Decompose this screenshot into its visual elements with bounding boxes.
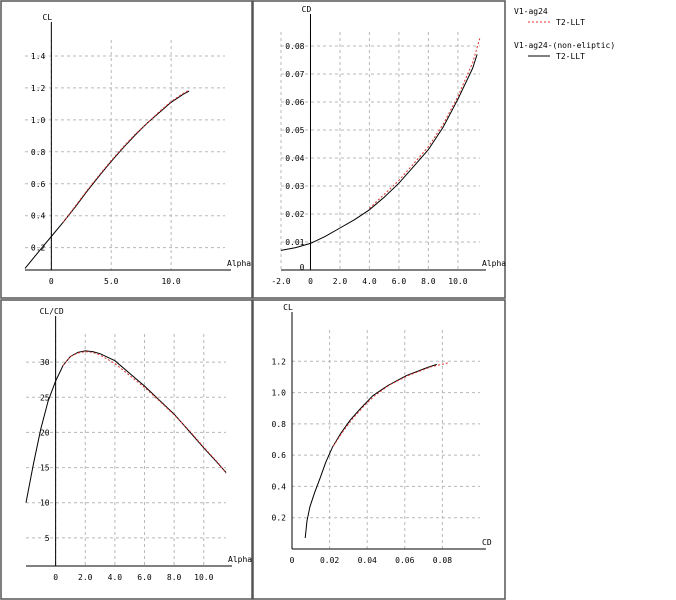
x-tick-label: 10.0 [194, 573, 213, 582]
y-tick-label: 0.08 [285, 42, 304, 51]
panel-frame [0, 299, 253, 600]
legend-group-1-entry: T2-LLT [556, 18, 585, 27]
legend-group-1-title: V1-ag24 [514, 7, 548, 16]
y-tick-label: 5 [45, 534, 50, 543]
x-axis-label: Alpha [228, 555, 252, 564]
y-tick-label: 0.04 [285, 154, 304, 163]
x-tick-label: 0.08 [433, 556, 452, 565]
y-tick-label: 0.2 [31, 244, 46, 253]
x-axis-label: Alpha [482, 259, 506, 268]
x-tick-label: 0 [49, 277, 54, 286]
y-tick-label: 0.2 [272, 514, 287, 523]
x-tick-label: 6.0 [392, 277, 407, 286]
panel-frame [252, 299, 506, 600]
x-axis-label: Alpha [227, 259, 251, 268]
chart-panel-1: 0 5.0 10.0 0.2 0.4 0.6 0.8 1.0 1.2 1.4 CL Alpha [0, 0, 253, 299]
x-tick-label: 0.02 [320, 556, 339, 565]
panel-frame [252, 0, 506, 299]
x-tick-label: -2.0 [271, 277, 290, 286]
y-tick-label: 0.4 [31, 212, 46, 221]
y-tick-label: 10 [40, 499, 50, 508]
y-tick-label: 1.0 [272, 389, 287, 398]
y-tick-label: 1.0 [31, 116, 46, 125]
y-tick-label: 0.03 [285, 182, 304, 191]
y-tick-label: 1.4 [31, 52, 46, 61]
x-tick-label: 8.0 [421, 277, 436, 286]
y-tick-label: 0.06 [285, 98, 304, 107]
chart-panels: 0 5.0 10.00.20.40.60.81.01.21.4CLAlpha-2.0… [0, 0, 506, 600]
chart-panel-3: 0 2.0 4.0 6.0 8.0 10.0 5 10 15 20 25 30 CL/CD Alpha [0, 299, 253, 600]
y-tick-label: 0.8 [272, 420, 287, 429]
y-tick-label: 0.6 [31, 180, 46, 189]
chart-panel-2: -2.0 0 2.0 4.0 6.0 8.0 10.0 0 0.01 0.02 0.03 0.04 0.… [252, 0, 506, 299]
y-tick-label: 15 [40, 464, 50, 473]
x-tick-label: 4.0 [108, 573, 123, 582]
x-tick-label: 0 [308, 277, 313, 286]
y-tick-label: 30 [40, 358, 50, 367]
x-tick-label: 6.0 [137, 573, 152, 582]
series-line-1 [62, 89, 190, 223]
series-line-1 [369, 37, 481, 209]
y-tick-label: 0.8 [31, 148, 46, 157]
legend-group-2-title: V1-ag24-(non-eliptic) [514, 41, 615, 50]
legend-group-2-entry: T2-LLT [556, 52, 585, 61]
y-tick-label: 1.2 [272, 357, 287, 366]
x-tick-label: 2.0 [333, 277, 348, 286]
x-tick-label: 0.04 [358, 556, 377, 565]
chart-panel-4: 0 0.02 0.04 0.06 0.08 0.2 0.4 0.6 0.8 1.0 1.2 CL CD [252, 299, 506, 600]
y-tick-label: 0.07 [285, 70, 304, 79]
legend: V1-ag24 T2-LLT V1-ag24-(non-eliptic) T2-… [514, 7, 615, 61]
y-axis-label: CL [43, 13, 53, 22]
x-tick-label: 10.0 [448, 277, 467, 286]
y-tick-label: 0.4 [272, 482, 287, 491]
series-line-2 [280, 54, 478, 251]
y-tick-label: 0 [300, 263, 305, 272]
y-axis-label: CL [283, 303, 293, 312]
x-tick-label: 10.0 [161, 277, 180, 286]
panel-frame [0, 0, 253, 299]
x-tick-label: 4.0 [362, 277, 377, 286]
x-axis-label: CD [482, 538, 492, 547]
x-tick-label: 8.0 [167, 573, 182, 582]
y-tick-label: 0.05 [285, 126, 304, 135]
y-tick-label: 25 [40, 393, 50, 402]
y-tick-label: 0.6 [272, 451, 287, 460]
series-line-1 [332, 362, 449, 447]
y-tick-label: 20 [40, 428, 50, 437]
y-axis-label: CD [302, 5, 312, 14]
y-tick-label: 0.02 [285, 210, 304, 219]
y-axis-label: CL/CD [40, 307, 64, 316]
x-tick-label: 0 [290, 556, 295, 565]
series-line-2 [24, 90, 190, 269]
x-tick-label: 5.0 [104, 277, 119, 286]
series-line-2 [304, 363, 437, 539]
x-tick-label: 0.06 [395, 556, 414, 565]
x-tick-label: 0 [53, 573, 58, 582]
x-tick-label: 2.0 [78, 573, 93, 582]
y-tick-label: 1.2 [31, 84, 46, 93]
y-tick-label: 0.01 [285, 238, 304, 247]
